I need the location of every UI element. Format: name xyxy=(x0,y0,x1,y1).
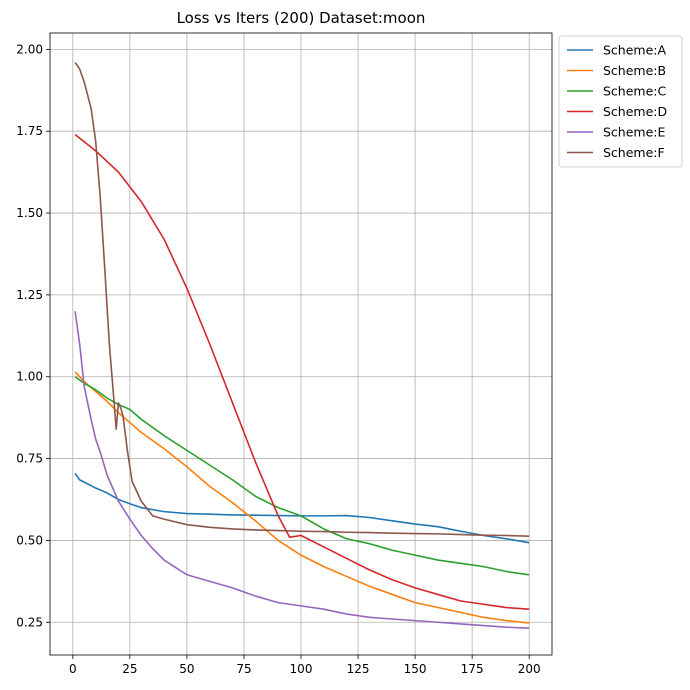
legend-label-scheme-c: Scheme:C xyxy=(603,84,666,99)
legend-box xyxy=(558,35,683,168)
legend-label-scheme-b: Scheme:B xyxy=(603,63,666,78)
series-lines xyxy=(74,62,530,629)
y-tick-label: 0.75 xyxy=(16,452,43,466)
series-line-scheme-f xyxy=(74,62,530,537)
series-line-scheme-a xyxy=(74,472,530,544)
y-tick-label: 1.00 xyxy=(16,370,43,384)
legend-label-scheme-a: Scheme:A xyxy=(603,43,666,58)
x-tick-label: 175 xyxy=(461,662,484,676)
x-tick-label: 0 xyxy=(69,662,77,676)
x-tick-label: 75 xyxy=(236,662,251,676)
grid xyxy=(50,33,552,655)
x-tick-label: 200 xyxy=(518,662,541,676)
series-line-scheme-c xyxy=(74,376,530,576)
axes: 0 25 50 75 100 125 150 175 200 0.25 0.50 0.75 1.00 1.… xyxy=(16,42,540,676)
y-tick-label: 0.25 xyxy=(16,615,43,629)
x-tick-label: 150 xyxy=(404,662,427,676)
legend-label-scheme-e: Scheme:E xyxy=(603,125,665,140)
x-tick-label: 100 xyxy=(290,662,313,676)
legend-label-scheme-d: Scheme:D xyxy=(603,104,667,119)
y-tick-label: 1.50 xyxy=(16,206,43,220)
x-tick-label: 50 xyxy=(179,662,194,676)
series-line-scheme-d xyxy=(74,133,530,610)
y-tick-label: 1.75 xyxy=(16,124,43,138)
y-tick-label: 0.50 xyxy=(16,533,43,547)
x-tick-label: 125 xyxy=(347,662,370,676)
y-tick-label: 1.25 xyxy=(16,288,43,302)
x-tick-label: 25 xyxy=(122,662,137,676)
legend: Scheme:A Scheme:B Scheme:C Scheme:D Scheme:E… xyxy=(558,35,683,168)
legend-label-scheme-f: Scheme:F xyxy=(603,145,665,160)
chart-title: Loss vs Iters (200) Dataset:moon xyxy=(177,9,426,27)
y-tick-label: 2.00 xyxy=(16,42,43,56)
series-line-scheme-e xyxy=(74,311,530,629)
